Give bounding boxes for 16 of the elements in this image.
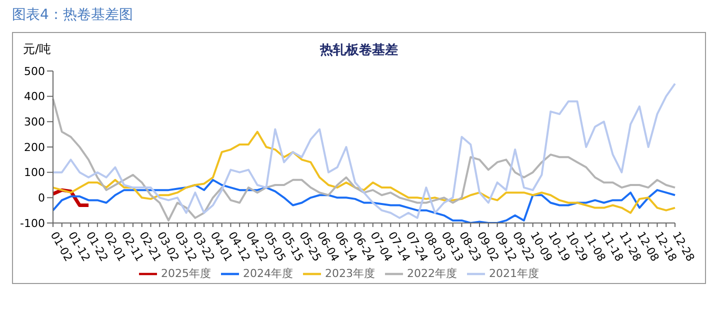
y-tick-label: -100	[20, 216, 45, 230]
chart-title: 热轧板卷基差	[320, 43, 398, 58]
legend-label: 2021年度	[489, 267, 539, 280]
legend-label: 2025年度	[161, 267, 211, 280]
y-tick-label: 200	[24, 140, 45, 154]
chart-subtitle: 图表4：热卷基差图	[12, 6, 133, 24]
y-tick-label: 500	[24, 64, 45, 78]
y-tick-label: 400	[24, 90, 45, 104]
y-tick-label: 0	[38, 192, 45, 205]
legend-label: 2023年度	[325, 267, 375, 280]
y-axis-title: 元/吨	[23, 41, 52, 58]
y-tick-label: 300	[24, 116, 45, 129]
legend-label: 2022年度	[407, 267, 457, 280]
line-series	[52, 130, 676, 214]
legend-label: 2024年度	[243, 267, 293, 280]
y-tick-label: 100	[24, 166, 45, 180]
